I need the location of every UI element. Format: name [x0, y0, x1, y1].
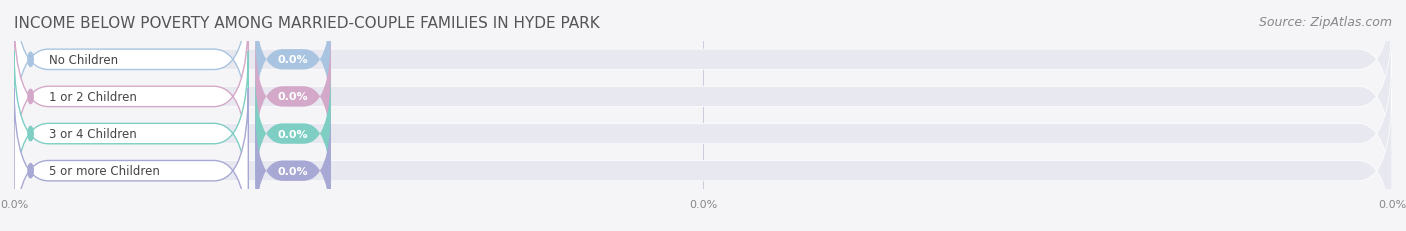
- FancyBboxPatch shape: [256, 33, 330, 161]
- FancyBboxPatch shape: [14, 89, 249, 231]
- FancyBboxPatch shape: [14, 0, 249, 142]
- Text: INCOME BELOW POVERTY AMONG MARRIED-COUPLE FAMILIES IN HYDE PARK: INCOME BELOW POVERTY AMONG MARRIED-COUPL…: [14, 16, 600, 31]
- FancyBboxPatch shape: [14, 52, 249, 216]
- FancyBboxPatch shape: [14, 15, 1392, 179]
- Text: Source: ZipAtlas.com: Source: ZipAtlas.com: [1258, 16, 1392, 29]
- Text: 0.0%: 0.0%: [278, 166, 308, 176]
- Circle shape: [28, 127, 34, 141]
- Text: No Children: No Children: [48, 54, 118, 67]
- Text: 0.0%: 0.0%: [278, 92, 308, 102]
- FancyBboxPatch shape: [14, 0, 1392, 142]
- FancyBboxPatch shape: [256, 0, 330, 124]
- Text: 0.0%: 0.0%: [278, 129, 308, 139]
- FancyBboxPatch shape: [256, 70, 330, 198]
- Text: 5 or more Children: 5 or more Children: [48, 164, 159, 177]
- FancyBboxPatch shape: [256, 107, 330, 231]
- Circle shape: [28, 53, 34, 67]
- Circle shape: [28, 90, 34, 104]
- Text: 3 or 4 Children: 3 or 4 Children: [48, 128, 136, 140]
- Circle shape: [28, 164, 34, 178]
- FancyBboxPatch shape: [14, 15, 249, 179]
- FancyBboxPatch shape: [14, 52, 1392, 216]
- Text: 1 or 2 Children: 1 or 2 Children: [48, 91, 136, 103]
- FancyBboxPatch shape: [14, 89, 1392, 231]
- Text: 0.0%: 0.0%: [278, 55, 308, 65]
